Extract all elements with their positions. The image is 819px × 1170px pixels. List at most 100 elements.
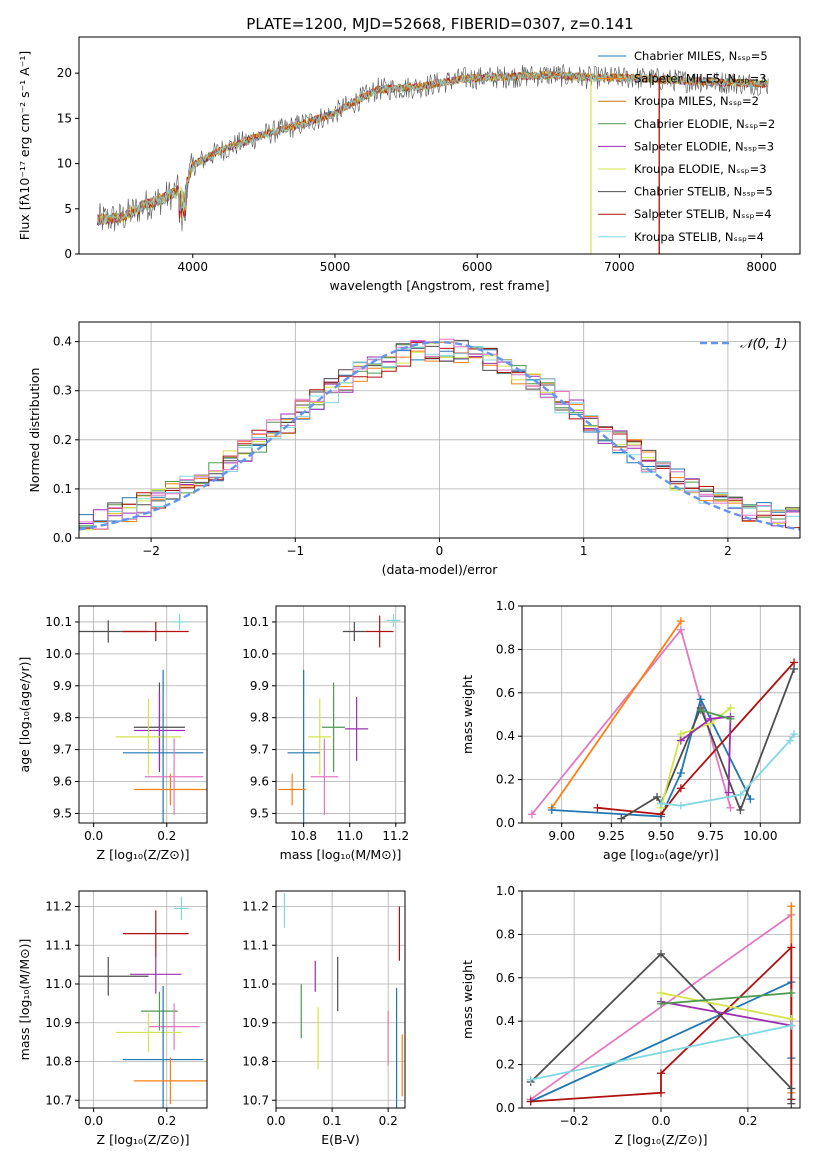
y-tick-label: 9.5 — [250, 806, 269, 820]
error-bar-point — [287, 669, 320, 823]
y-tick-label: 0 — [64, 247, 72, 261]
y-tick-label: 15 — [57, 111, 72, 125]
axes-frame — [78, 605, 208, 824]
x-axis-label: E(B-V) — [321, 1132, 360, 1147]
x-tick-label: 1 — [580, 544, 588, 558]
error-bar-point — [365, 615, 394, 648]
x-tick-label: 2 — [724, 544, 732, 558]
weight-marker — [526, 1097, 535, 1106]
y-tick-label: 10 — [57, 157, 72, 171]
x-tick-label: 8000 — [746, 260, 777, 274]
y-tick-label: 1.0 — [496, 884, 515, 898]
x-tick-label: 0 — [436, 544, 444, 558]
y-axis-label: mass [log₁₀(M/M⊙)] — [17, 939, 32, 1061]
x-tick-label: 7000 — [604, 260, 635, 274]
y-axis-label: mass weight — [460, 960, 475, 1039]
residuals-legend: 𝒩(0, 1) — [700, 337, 787, 352]
y-tick-label: 0.4 — [53, 335, 72, 349]
y-tick-label: 10.1 — [242, 615, 269, 629]
weight-marker — [736, 805, 745, 814]
weight-marker — [657, 988, 665, 997]
y-axis-label: Flux [fλ10⁻¹⁷ erg cm⁻² s⁻¹ A⁻¹] — [17, 51, 32, 240]
error-bar-point — [310, 738, 339, 816]
error-bars — [79, 613, 207, 823]
y-tick-label: 0.0 — [53, 531, 72, 545]
x-tick-label: 0.0 — [84, 829, 103, 843]
x-tick-label: 6000 — [462, 260, 493, 274]
error-bar-point — [342, 621, 366, 642]
y-tick-label: 0.1 — [53, 482, 72, 496]
y-tick-label: 9.5 — [53, 806, 72, 820]
legend-label: Kroupa STELIB, Nₛₛₚ=4 — [634, 230, 764, 244]
x-axis-label: mass [log₁₀(M/M⊙)] — [280, 847, 402, 862]
grid — [79, 606, 207, 823]
y-tick-label: 10.9 — [242, 1016, 269, 1030]
error-bars — [79, 896, 207, 1108]
error-bar-point — [122, 910, 189, 957]
y-tick-label: 11.2 — [45, 900, 72, 914]
error-bar-point — [386, 613, 401, 627]
weight-marker — [657, 949, 665, 958]
weight-series-line — [530, 1024, 792, 1081]
weight-marker — [653, 792, 662, 801]
weight-series-line — [660, 992, 792, 1020]
y-tick-label: 11.0 — [242, 977, 269, 991]
x-tick-label: 9.25 — [598, 829, 625, 843]
error-bar-point — [122, 669, 204, 823]
weight-series-line — [530, 952, 793, 1104]
error-bar-point — [133, 773, 207, 806]
y-tick-label: 11.1 — [45, 938, 72, 952]
y-tick-label: 0.4 — [496, 1014, 515, 1028]
x-tick-label: 0.0 — [84, 1114, 103, 1128]
spectrum-series-line — [97, 71, 769, 225]
y-tick-label: 10.8 — [45, 1055, 72, 1069]
axes-frame — [78, 890, 208, 1109]
y-tick-label: 0.2 — [53, 433, 72, 447]
y-axis-label: age [log₁₀(age/yr)] — [17, 657, 32, 773]
weight-marker — [696, 706, 705, 715]
error-bar-point — [345, 696, 369, 761]
y-tick-label: 10.7 — [242, 1093, 269, 1107]
weight-vs-Z-panel: −0.2 0.0 0.2 0.0 0.2 0.4 0.6 0.8 1.0 Z [log₁₀(Z/Z… — [460, 884, 801, 1147]
weight-marker — [706, 714, 715, 723]
histogram-series — [79, 345, 800, 528]
weight-marker — [746, 795, 755, 804]
x-axis-label: age [log₁₀(age/yr)] — [603, 847, 719, 862]
weight-marker — [726, 703, 735, 712]
x-tick-label: 0.2 — [157, 829, 176, 843]
gaussian-reference-line — [79, 340, 800, 531]
y-tick-label: 10.1 — [45, 615, 72, 629]
y-tick-label: 9.9 — [250, 679, 269, 693]
weight-marker — [676, 736, 685, 745]
x-axis-label: wavelength [Angstrom, rest frame] — [329, 278, 549, 293]
y-tick-label: 0.0 — [496, 1101, 515, 1115]
weight-marker — [593, 803, 602, 812]
weight-marker — [617, 814, 626, 823]
legend-label: Chabrier ELODIE, Nₛₛₚ=2 — [634, 117, 775, 131]
y-tick-label: 0.0 — [496, 816, 515, 830]
y-tick-label: 5 — [64, 202, 72, 216]
error-bar-point — [172, 613, 187, 630]
weight-marker — [787, 1099, 796, 1108]
weight-marker — [726, 803, 735, 812]
grid — [275, 891, 405, 1108]
weight-marker — [657, 999, 665, 1008]
x-tick-label: 0.0 — [651, 1114, 670, 1128]
y-tick-label: 11.0 — [45, 977, 72, 991]
x-tick-label: 9.75 — [697, 829, 724, 843]
weight-series-line — [620, 668, 795, 820]
y-tick-label: 0.2 — [496, 773, 515, 787]
weight-marker — [526, 1075, 535, 1084]
x-tick-label: 10.00 — [743, 829, 777, 843]
weight-series-line — [680, 715, 732, 793]
weight-series-line — [660, 992, 792, 1005]
weight-marker — [676, 769, 685, 778]
axes-frame — [275, 890, 406, 1109]
x-axis-label: Z [log₁₀(Z/Z⊙)] — [615, 1132, 708, 1147]
histogram-series — [79, 344, 800, 527]
weight-marker — [787, 1021, 796, 1030]
legend-label: Salpeter STELIB, Nₛₛₚ=4 — [634, 207, 772, 221]
weight-marker — [787, 902, 796, 911]
weight-marker — [547, 805, 556, 814]
